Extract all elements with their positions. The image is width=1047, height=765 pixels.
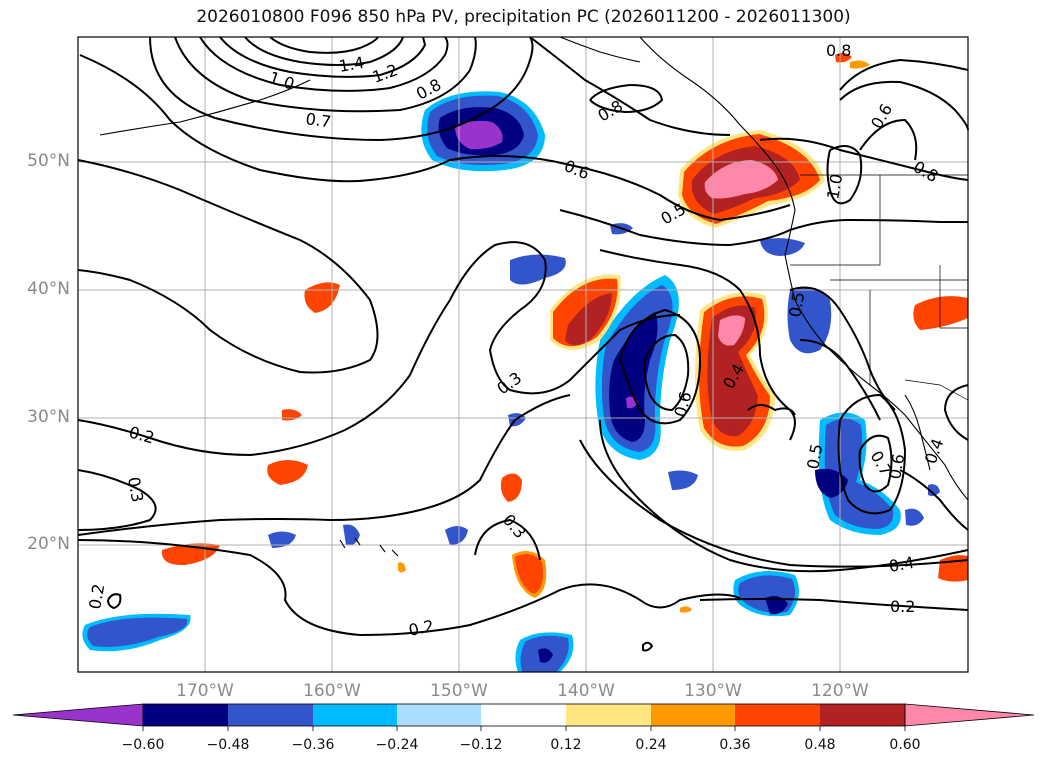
contour-label: 0.6 [867, 100, 896, 132]
colorbar-extend-low [12, 703, 144, 727]
colorbar-segment [651, 704, 735, 726]
colorbar-tick-label: 0.12 [550, 737, 582, 753]
contour-label: 0.2 [127, 423, 157, 448]
contour-label: 0.7 [304, 109, 332, 131]
lon-label: 120°W [811, 681, 869, 701]
colorbar-segment [397, 704, 481, 726]
map-frame [77, 36, 969, 673]
contour-label: 0.2 [407, 616, 436, 640]
colorbar-tick-label: −0.60 [121, 737, 165, 753]
contour-label: 0.6 [671, 390, 696, 420]
lat-label: 30°N [27, 407, 70, 427]
contour-label: 0.8 [910, 157, 942, 186]
contour-label: 0.4 [887, 553, 915, 576]
lat-label: 50°N [27, 151, 70, 171]
colorbar-segment [313, 704, 397, 726]
lat-label: 20°N [27, 534, 70, 554]
borders [790, 174, 969, 401]
pv-contours [77, 36, 969, 652]
colorbar-segment [820, 704, 905, 726]
contour-label: 0.5 [803, 442, 826, 470]
colorbar [12, 703, 1035, 731]
lat-label: 40°N [27, 279, 70, 299]
contour-label: 0.3 [124, 475, 147, 503]
colorbar-tick-label: 0.48 [804, 737, 836, 753]
contour-label: 0.2 [85, 582, 108, 610]
colorbar-tick-label: −0.12 [459, 737, 503, 753]
contour-label: 0.3 [499, 510, 530, 542]
contour-label: 0.6 [885, 452, 908, 480]
contour-label: 1.2 [370, 60, 400, 87]
precip-negative-area [510, 254, 566, 285]
contour-label: 0.5 [785, 290, 808, 318]
colorbar-extend-high [904, 703, 1035, 727]
map-title: 2026010800 F096 850 hPa PV, precipitatio… [196, 7, 851, 27]
precip-negative-area [787, 287, 832, 354]
colorbar-segment [481, 704, 566, 726]
contour-label: 0.6 [562, 156, 593, 183]
lon-label: 150°W [430, 681, 488, 701]
contour-label: 1.4 [337, 53, 365, 76]
contour-label: 0.8 [826, 41, 851, 60]
lon-label: 170°W [176, 681, 234, 701]
precip-shading [82, 52, 968, 672]
colorbar-segment [143, 704, 228, 726]
contour-label: 0.2 [890, 597, 915, 616]
colorbar-tick-label: 0.24 [635, 737, 667, 753]
colorbar-tick-label: −0.48 [206, 737, 250, 753]
colorbar-tick-label: 0.36 [719, 737, 751, 753]
coastlines [99, 36, 969, 557]
lon-label: 160°W [303, 681, 361, 701]
colorbar-tick-label: 0.60 [889, 737, 921, 753]
contour-label: 1.0 [823, 172, 846, 200]
graticule [78, 37, 968, 672]
colorbar-segment [566, 704, 651, 726]
lon-label: 130°W [684, 681, 742, 701]
colorbar-tick-label: −0.24 [375, 737, 419, 753]
colorbar-segment [735, 704, 820, 726]
precip-negative-area [760, 238, 805, 256]
colorbar-segment [228, 704, 313, 726]
contour-label: 0.3 [493, 368, 525, 398]
precip-positive-area [304, 282, 340, 313]
lon-label: 140°W [557, 681, 615, 701]
colorbar-tick-label: −0.36 [291, 737, 335, 753]
